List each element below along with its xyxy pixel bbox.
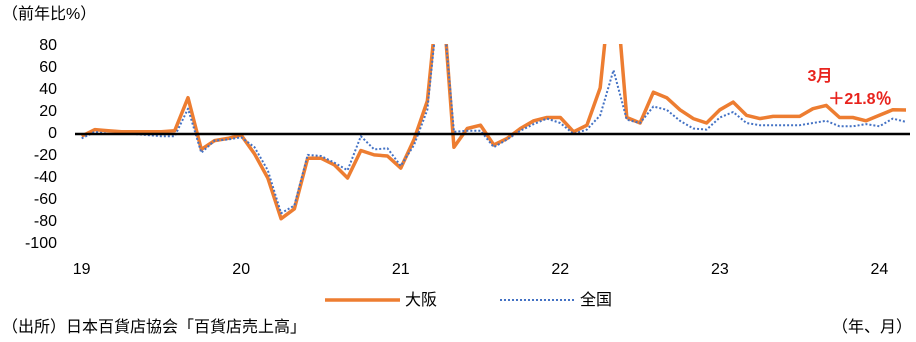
legend-label: 全国 [580,291,612,309]
y-tick-label: 40 [39,81,57,98]
y-tick-label: 20 [39,103,57,120]
y-tick-label: 80 [39,37,57,54]
y-tick-label: -100 [25,235,57,252]
series-line [81,44,907,215]
x-tick-label: 22 [551,261,569,278]
source-note: （出所）日本百貨店協会「百貨店売上高」 [2,318,306,336]
y-tick-label: 0 [48,125,57,142]
unit-label: （前年比%） [2,5,96,23]
x-tick-label: 24 [871,261,889,278]
annotation: 3月 [808,67,833,85]
legend-label: 大阪 [405,291,437,309]
y-tick-label: -40 [34,169,57,186]
plot-area [80,44,907,221]
y-tick-label: -60 [34,191,57,208]
x-tick-label: 20 [232,261,250,278]
y-tick-label: -20 [34,147,57,164]
series-line [80,44,907,221]
y-tick-label: 60 [39,59,57,76]
x-tick-label: 21 [392,261,410,278]
annotation: ＋21.8％ [828,91,891,108]
y-tick-label: -80 [34,213,57,230]
x-axis-label: （年、月） [832,318,912,336]
x-tick-label: 23 [711,261,729,278]
x-tick-label: 19 [73,261,91,278]
